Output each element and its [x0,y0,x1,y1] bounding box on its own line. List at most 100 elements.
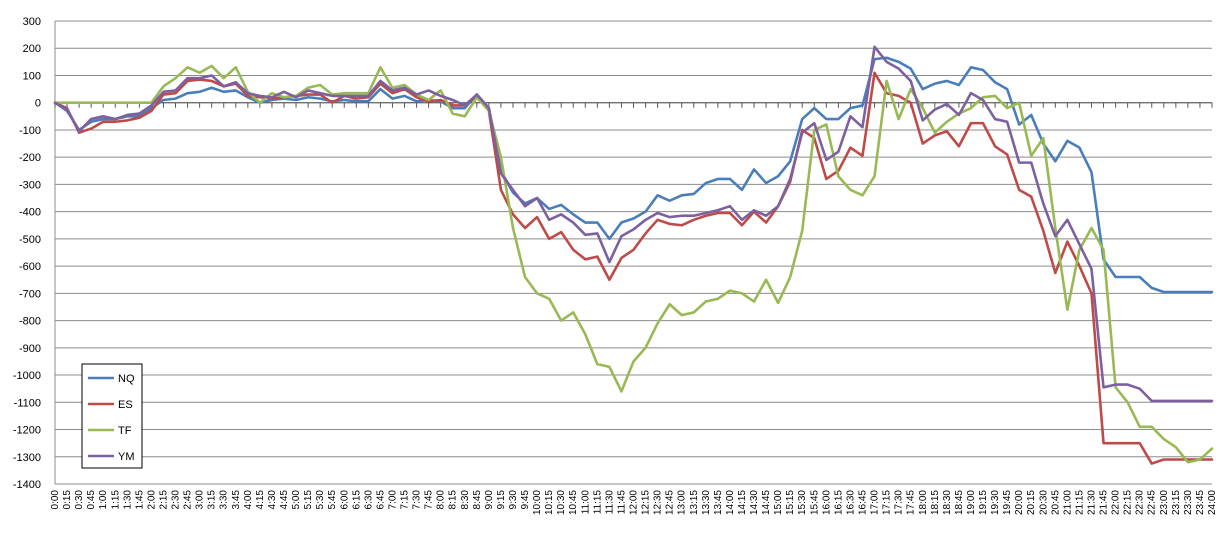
y-tick-label: -300 [19,179,41,191]
x-tick-label: 18:30 [942,490,953,515]
x-tick-label: 19:45 [1002,490,1013,515]
x-tick-label: 4:30 [267,490,278,510]
x-tick-label: 23:00 [1159,490,1170,515]
y-tick-label: -200 [19,152,41,164]
x-tick-label: 14:15 [737,490,748,515]
x-tick-label: 15:45 [809,490,820,515]
x-tick-label: 13:15 [689,490,700,515]
y-tick-label: -1400 [13,479,41,491]
x-tick-label: 1:30 [122,490,133,510]
legend-label-tf: TF [118,425,132,437]
x-tick-label: 14:45 [761,490,772,515]
legend-label-nq: NQ [118,373,135,385]
x-tick-label: 23:45 [1195,490,1206,515]
x-tick-label: 9:15 [496,490,507,510]
x-tick-label: 7:30 [412,490,423,510]
x-tick-label: 13:30 [701,490,712,515]
x-tick-label: 14:00 [725,490,736,515]
x-tick-label: 3:15 [207,490,218,510]
x-tick-label: 16:30 [845,490,856,515]
x-tick-label: 2:45 [183,490,194,510]
x-tick-label: 20:15 [1026,490,1037,515]
x-tick-label: 8:45 [472,490,483,510]
x-tick-label: 2:15 [158,490,169,510]
x-tick-label: 10:00 [532,490,543,515]
y-tick-label: -900 [19,343,41,355]
x-tick-label: 2:00 [146,490,157,510]
x-tick-label: 8:30 [460,490,471,510]
x-tick-label: 12:30 [653,490,664,515]
x-tick-label: 11:45 [616,490,627,515]
x-tick-label: 15:15 [785,490,796,515]
x-tick-label: 3:00 [195,490,206,510]
x-tick-label: 23:30 [1183,490,1194,515]
grid-lines [55,20,1212,485]
y-tick-label: -600 [19,261,41,273]
x-tick-label: 21:00 [1062,490,1073,515]
legend: NQ ES TF YM [81,363,143,469]
x-axis: 0:00 0:15 0:30 0:45 1:00 1:15 1:30 1:45 2:00 2:15… [50,102,1218,515]
x-tick-label: 19:30 [990,490,1001,515]
x-tick-label: 3:30 [219,490,230,510]
legend-label-es: ES [118,399,133,411]
x-tick-label: 16:00 [821,490,832,515]
x-tick-label: 22:15 [1123,490,1134,515]
x-tick-label: 7:45 [424,490,435,510]
x-tick-label: 0:30 [74,490,85,510]
x-tick-label: 17:30 [894,490,905,515]
y-tick-label: -1000 [13,370,41,382]
y-tick-label: 0 [35,98,41,110]
x-tick-label: 0:00 [50,490,61,510]
x-tick-label: 4:45 [279,490,290,510]
x-tick-label: 17:45 [906,490,917,515]
series-line-nq [53,56,1214,294]
x-tick-label: 1:00 [98,490,109,510]
x-tick-label: 17:15 [882,490,893,515]
x-tick-label: 22:30 [1135,490,1146,515]
x-tick-label: 10:30 [556,490,567,515]
series-line-ym [53,45,1214,403]
series-line-es [53,71,1214,465]
x-tick-label: 19:00 [966,490,977,515]
x-tick-label: 3:45 [231,490,242,510]
y-tick-label: -500 [19,234,41,246]
x-tick-label: 15:30 [797,490,808,515]
x-tick-label: 15:00 [773,490,784,515]
y-tick-label: -1300 [13,452,41,464]
series-lines [53,45,1214,465]
x-tick-label: 9:45 [520,490,531,510]
x-tick-label: 5:30 [315,490,326,510]
x-tick-label: 6:15 [351,490,362,510]
x-tick-label: 12:15 [641,490,652,515]
x-tick-label: 9:30 [508,490,519,510]
y-tick-label: 200 [23,43,41,55]
x-tick-label: 6:00 [339,490,350,510]
x-tick-label: 18:45 [954,490,965,515]
x-tick-label: 13:45 [713,490,724,515]
x-tick-label: 9:00 [484,490,495,510]
x-tick-label: 20:00 [1014,490,1025,515]
x-tick-label: 4:00 [243,490,254,510]
x-tick-label: 24:00 [1207,490,1218,515]
x-tick-label: 19:15 [978,490,989,515]
x-tick-label: 13:00 [677,490,688,515]
x-tick-label: 4:15 [255,490,266,510]
x-tick-label: 0:45 [86,490,97,510]
y-tick-label: -100 [19,125,41,137]
y-tick-label: 100 [23,70,41,82]
x-tick-label: 1:15 [110,490,121,510]
x-tick-label: 20:30 [1038,490,1049,515]
x-tick-label: 17:00 [870,490,881,515]
y-tick-label: -400 [19,207,41,219]
x-tick-label: 21:15 [1074,490,1085,515]
y-tick-label: -700 [19,288,41,300]
x-tick-label: 18:15 [930,490,941,515]
x-tick-label: 16:15 [833,490,844,515]
x-tick-label: 12:45 [665,490,676,515]
x-tick-label: 10:15 [544,490,555,515]
x-tick-label: 6:30 [363,490,374,510]
x-tick-label: 5:45 [327,490,338,510]
x-tick-label: 11:00 [580,490,591,515]
x-tick-label: 0:15 [62,490,73,510]
